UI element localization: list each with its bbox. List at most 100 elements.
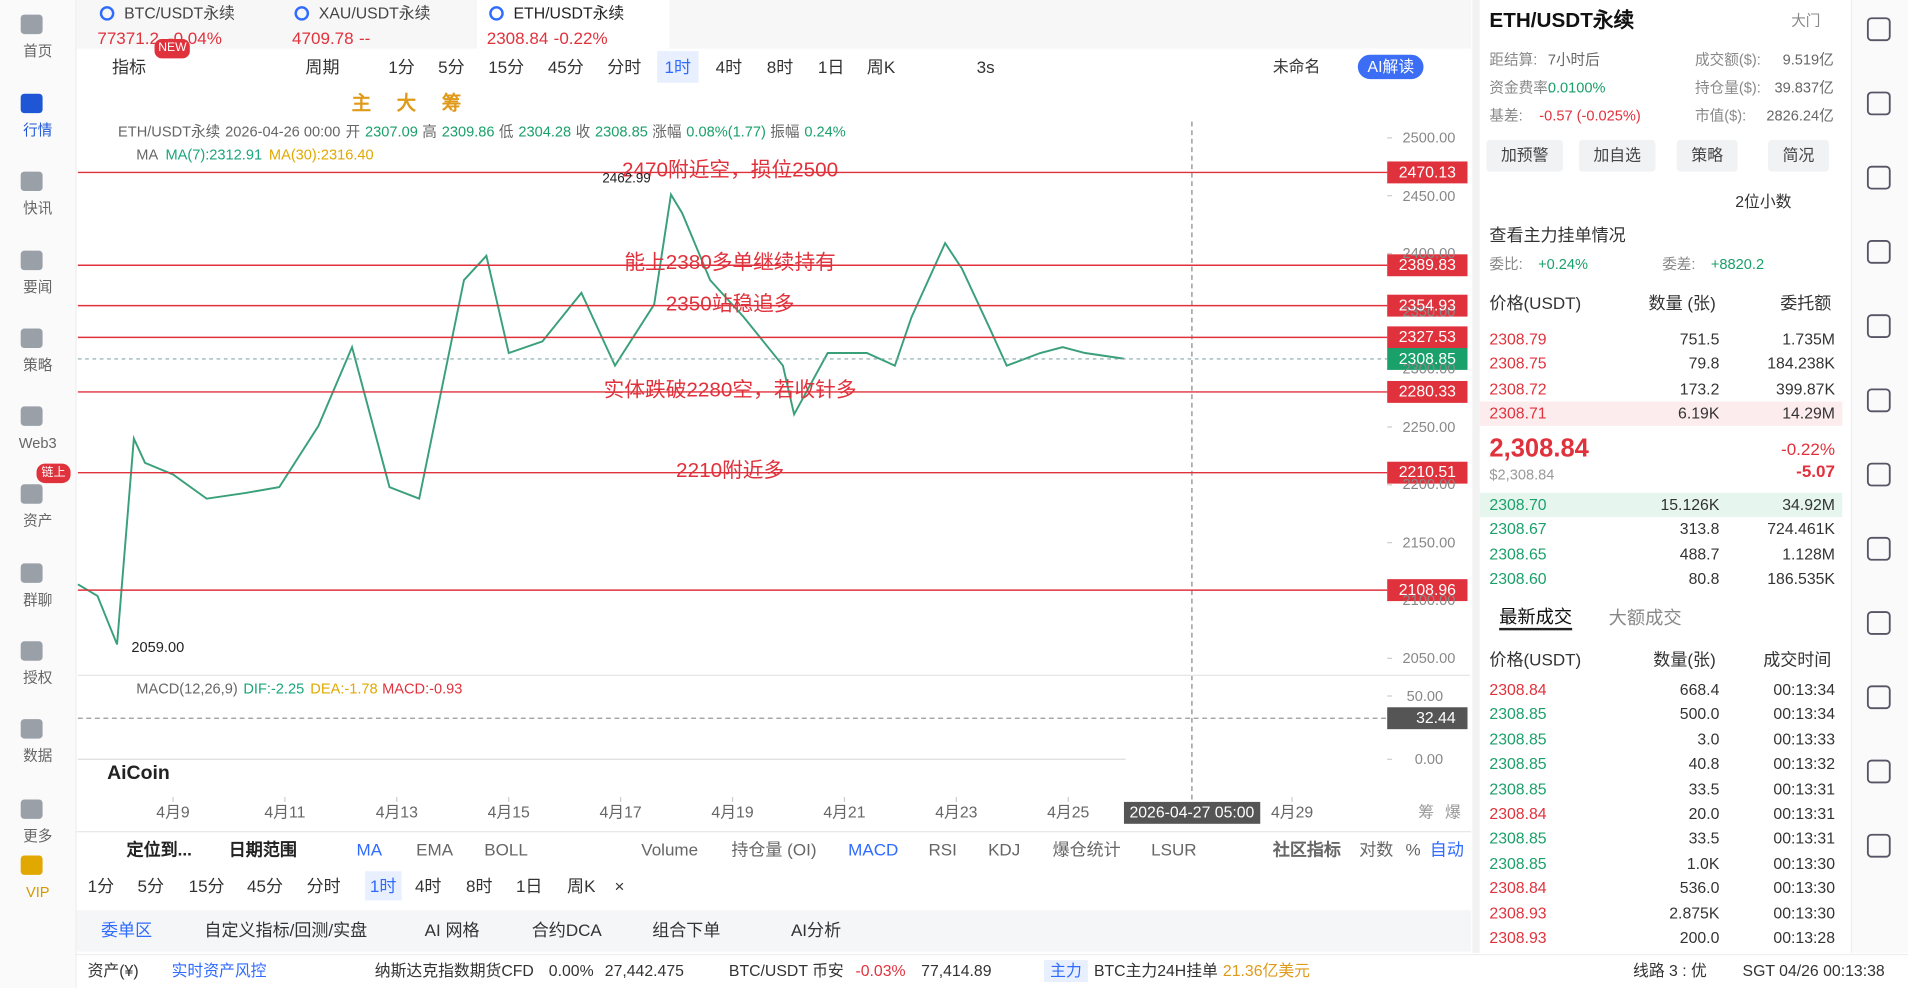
- panel-tab[interactable]: 合约DCA: [531, 919, 602, 940]
- button[interactable]: 未命名: [1272, 57, 1321, 76]
- tool[interactable]: 对数: [1359, 839, 1394, 860]
- tool[interactable]: Volume: [641, 839, 699, 860]
- nav-item[interactable]: 数据: [23, 747, 53, 765]
- nav-item[interactable]: 资产: [23, 512, 53, 530]
- tool[interactable]: 持仓量 (OI): [731, 839, 817, 860]
- tool[interactable]: MA: [356, 839, 383, 860]
- interval[interactable]: 45分: [247, 876, 284, 896]
- interval[interactable]: 8时: [766, 57, 794, 77]
- y-tick-label: 2500.00: [1402, 129, 1456, 147]
- trade-time: 00:13:34: [1773, 705, 1835, 724]
- column-header: 成交时间: [1763, 649, 1832, 670]
- dropdown[interactable]: 2位小数: [1735, 192, 1792, 211]
- sidebar-icon: [20, 171, 43, 192]
- active-tab[interactable]: [477, 0, 670, 49]
- tool[interactable]: %: [1405, 839, 1421, 860]
- interval[interactable]: 1日: [817, 57, 845, 77]
- button[interactable]: 简况: [1768, 139, 1829, 172]
- interval[interactable]: 1时: [657, 51, 699, 83]
- tool[interactable]: BOLL: [484, 839, 528, 860]
- nav-item[interactable]: 快讯: [23, 199, 53, 217]
- tool[interactable]: 社区指标: [1272, 839, 1341, 860]
- button[interactable]: 策略: [1676, 139, 1738, 172]
- panel-tab[interactable]: AI 网格: [424, 919, 480, 940]
- nav-item[interactable]: 首页: [23, 42, 53, 60]
- interval[interactable]: 5分: [137, 876, 165, 896]
- tool[interactable]: KDJ: [988, 839, 1021, 860]
- stat-value: 2826.24亿: [1766, 107, 1834, 125]
- interval[interactable]: 15分: [488, 57, 525, 77]
- button[interactable]: 周期: [305, 57, 340, 77]
- interval[interactable]: 5分: [438, 57, 465, 77]
- last-usd: $2,308.84: [1489, 466, 1555, 484]
- nav-item[interactable]: 授权: [23, 669, 53, 687]
- interval[interactable]: 15分: [188, 876, 225, 896]
- nav-item[interactable]: 行情: [23, 121, 53, 139]
- nav-item[interactable]: 更多: [23, 827, 53, 845]
- tool[interactable]: 大: [396, 93, 417, 115]
- nav-item[interactable]: 群聊: [23, 591, 53, 609]
- tool[interactable]: 日期范围: [228, 839, 297, 860]
- tool[interactable]: 定位到...: [126, 839, 192, 860]
- nav-item[interactable]: 要闻: [23, 278, 53, 296]
- tab-icon: [99, 6, 115, 21]
- tab[interactable]: 最新成交: [1499, 608, 1573, 631]
- column-header: 数量(张): [1653, 649, 1716, 670]
- axis-icon[interactable]: 爆: [1444, 803, 1461, 822]
- link[interactable]: 查看主力挂单情况: [1489, 225, 1626, 245]
- sidebar-icon: [20, 641, 43, 661]
- stat-label: 市值($):: [1695, 107, 1747, 125]
- interval[interactable]: 45分: [547, 57, 584, 77]
- last-price: 2,308.84: [1489, 434, 1589, 463]
- interval[interactable]: 1日: [515, 876, 543, 896]
- tab-name[interactable]: BTC/USDT永续: [124, 3, 235, 22]
- interval[interactable]: 周K: [866, 57, 896, 77]
- button[interactable]: 3s: [976, 57, 995, 77]
- trade-time: 00:13:31: [1773, 829, 1835, 848]
- button[interactable]: AI解读: [1357, 54, 1424, 80]
- tool[interactable]: 自动: [1429, 839, 1464, 860]
- status-item[interactable]: 实时资产风控: [171, 961, 267, 980]
- annotation: 2470附近空，损位2500: [622, 158, 839, 182]
- interval[interactable]: 1分: [87, 876, 115, 896]
- tool[interactable]: LSUR: [1151, 839, 1197, 860]
- nav-item[interactable]: VIP: [25, 883, 50, 901]
- macd-dif: DIF:-2.25: [243, 680, 305, 698]
- panel-tab[interactable]: 委单区: [100, 919, 153, 940]
- trade-time: 00:13:34: [1773, 680, 1835, 699]
- tool[interactable]: MACD: [848, 839, 899, 860]
- mode[interactable]: 大门: [1791, 12, 1821, 30]
- interval[interactable]: 分时: [607, 57, 642, 77]
- quantity: 15.126K: [1660, 495, 1720, 514]
- ratio-label: 委差:: [1662, 255, 1696, 273]
- interval[interactable]: 4时: [414, 876, 442, 896]
- axis-icon[interactable]: 筹: [1418, 803, 1435, 822]
- amount: 1.735M: [1782, 329, 1835, 349]
- button[interactable]: 加自选: [1578, 139, 1656, 172]
- interval[interactable]: 分时: [306, 876, 341, 896]
- tool[interactable]: 筹: [441, 93, 462, 115]
- tool[interactable]: EMA: [416, 839, 454, 860]
- panel-tab[interactable]: 自定义指标/回测/实盘: [204, 919, 368, 940]
- interval[interactable]: 1时: [365, 871, 402, 901]
- tab-name[interactable]: ETH/USDT永续: [513, 3, 625, 22]
- button[interactable]: 指标: [111, 57, 147, 77]
- tab-name[interactable]: XAU/USDT永续: [318, 3, 431, 22]
- interval[interactable]: 周K: [567, 876, 596, 896]
- interval[interactable]: 8时: [466, 876, 493, 896]
- panel-tab[interactable]: AI分析: [790, 919, 842, 940]
- interval[interactable]: 1分: [388, 57, 415, 77]
- tool[interactable]: 爆仓统计: [1052, 839, 1121, 860]
- status-item: 27,442.475: [604, 961, 684, 980]
- panel-tab[interactable]: 组合下单: [652, 919, 721, 940]
- tool[interactable]: 主: [351, 93, 372, 115]
- nav-item[interactable]: 策略: [23, 356, 53, 374]
- nav-item[interactable]: Web3: [18, 434, 57, 452]
- interval[interactable]: 4时: [715, 57, 743, 77]
- trade-quantity: 1.0K: [1686, 853, 1720, 873]
- tab[interactable]: 大额成交: [1608, 608, 1682, 630]
- close[interactable]: ×: [614, 876, 625, 896]
- button[interactable]: 加预警: [1486, 139, 1564, 172]
- tool[interactable]: RSI: [928, 839, 957, 860]
